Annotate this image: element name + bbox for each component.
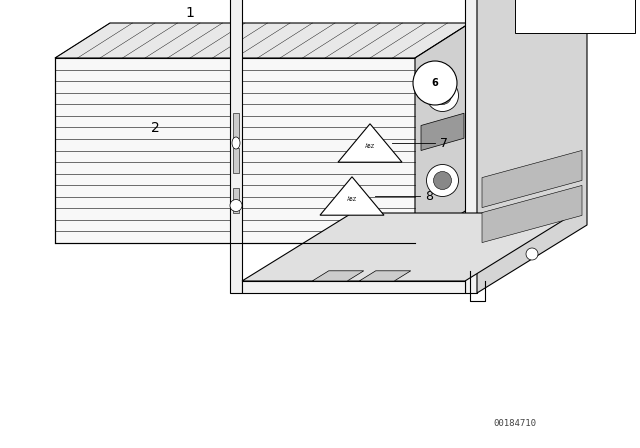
Circle shape	[426, 164, 458, 197]
Circle shape	[433, 172, 451, 190]
Polygon shape	[242, 213, 575, 281]
Polygon shape	[233, 113, 239, 138]
Polygon shape	[482, 151, 582, 207]
Circle shape	[230, 199, 242, 211]
Text: ÅBZ: ÅBZ	[347, 197, 357, 202]
Polygon shape	[233, 148, 239, 173]
Polygon shape	[359, 271, 411, 281]
Polygon shape	[421, 113, 464, 151]
Text: 6: 6	[431, 78, 438, 88]
Polygon shape	[338, 124, 402, 162]
Polygon shape	[465, 0, 477, 293]
Circle shape	[526, 248, 538, 260]
Polygon shape	[477, 0, 587, 293]
Polygon shape	[55, 23, 470, 58]
Polygon shape	[242, 281, 465, 293]
Text: 2: 2	[150, 121, 159, 135]
Polygon shape	[230, 0, 242, 293]
Circle shape	[433, 86, 451, 104]
Polygon shape	[55, 58, 415, 243]
Text: ÅBZ: ÅBZ	[365, 144, 375, 149]
Text: 00184710: 00184710	[493, 418, 536, 427]
Text: 1: 1	[186, 6, 195, 20]
Text: 7: 7	[440, 137, 448, 150]
Circle shape	[413, 61, 457, 105]
Polygon shape	[233, 188, 239, 213]
Circle shape	[426, 79, 458, 112]
Text: 8: 8	[425, 190, 433, 202]
Polygon shape	[415, 23, 470, 243]
Polygon shape	[320, 177, 384, 215]
Polygon shape	[482, 185, 582, 243]
Ellipse shape	[232, 137, 240, 149]
Polygon shape	[312, 271, 364, 281]
Polygon shape	[515, 0, 635, 33]
